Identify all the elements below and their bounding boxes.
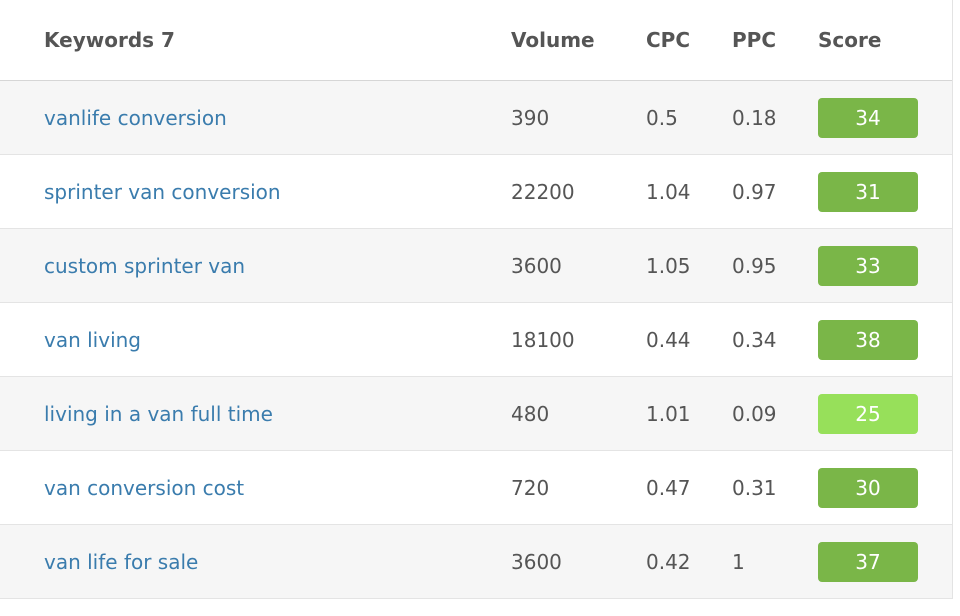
keywords-table: Keywords 7 Volume CPC PPC Score vanlife … — [0, 0, 953, 599]
keyword-link[interactable]: custom sprinter van — [44, 253, 246, 278]
column-header-keywords[interactable]: Keywords 7 — [44, 28, 175, 52]
keyword-link[interactable]: van conversion cost — [44, 475, 245, 500]
table-row: living in a van full time 480 1.01 0.09 … — [0, 377, 952, 451]
table-header: Keywords 7 Volume CPC PPC Score — [0, 0, 952, 81]
cpc-cell: 1.04 — [646, 179, 691, 204]
column-header-cpc[interactable]: CPC — [646, 28, 691, 52]
keyword-link[interactable]: living in a van full time — [44, 401, 273, 426]
keyword-link[interactable]: van living — [44, 327, 142, 352]
score-badge: 33 — [818, 245, 918, 286]
keyword-link[interactable]: vanlife conversion — [44, 105, 227, 130]
table-row: van conversion cost 720 0.47 0.31 30 — [0, 451, 952, 525]
cpc-cell: 0.5 — [646, 105, 678, 130]
ppc-cell: 0.31 — [732, 475, 777, 500]
cpc-cell: 0.42 — [646, 549, 691, 574]
volume-cell: 18100 — [511, 327, 575, 352]
cpc-cell: 1.01 — [646, 401, 691, 426]
volume-cell: 22200 — [511, 179, 575, 204]
cpc-cell: 0.47 — [646, 475, 691, 500]
cpc-cell: 0.44 — [646, 327, 691, 352]
table-row: van living 18100 0.44 0.34 38 — [0, 303, 952, 377]
ppc-cell: 1 — [732, 549, 745, 574]
score-badge: 34 — [818, 97, 918, 138]
score-badge: 30 — [818, 467, 918, 508]
cpc-cell: 1.05 — [646, 253, 691, 278]
score-badge: 37 — [818, 541, 918, 582]
volume-cell: 3600 — [511, 549, 562, 574]
column-header-ppc[interactable]: PPC — [732, 28, 776, 52]
score-badge: 38 — [818, 319, 918, 360]
ppc-cell: 0.09 — [732, 401, 777, 426]
column-header-volume[interactable]: Volume — [511, 28, 595, 52]
column-header-score[interactable]: Score — [818, 28, 882, 52]
keyword-link[interactable]: sprinter van conversion — [44, 179, 281, 204]
volume-cell: 480 — [511, 401, 550, 426]
ppc-cell: 0.97 — [732, 179, 777, 204]
ppc-cell: 0.18 — [732, 105, 777, 130]
volume-cell: 720 — [511, 475, 550, 500]
table-row: vanlife conversion 390 0.5 0.18 34 — [0, 81, 952, 155]
ppc-cell: 0.34 — [732, 327, 777, 352]
volume-cell: 3600 — [511, 253, 562, 278]
table-row: custom sprinter van 3600 1.05 0.95 33 — [0, 229, 952, 303]
ppc-cell: 0.95 — [732, 253, 777, 278]
volume-cell: 390 — [511, 105, 550, 130]
table-row: van life for sale 3600 0.42 1 37 — [0, 525, 952, 599]
keyword-link[interactable]: van life for sale — [44, 549, 199, 574]
score-badge: 25 — [818, 393, 918, 434]
score-badge: 31 — [818, 171, 918, 212]
table-row: sprinter van conversion 22200 1.04 0.97 … — [0, 155, 952, 229]
